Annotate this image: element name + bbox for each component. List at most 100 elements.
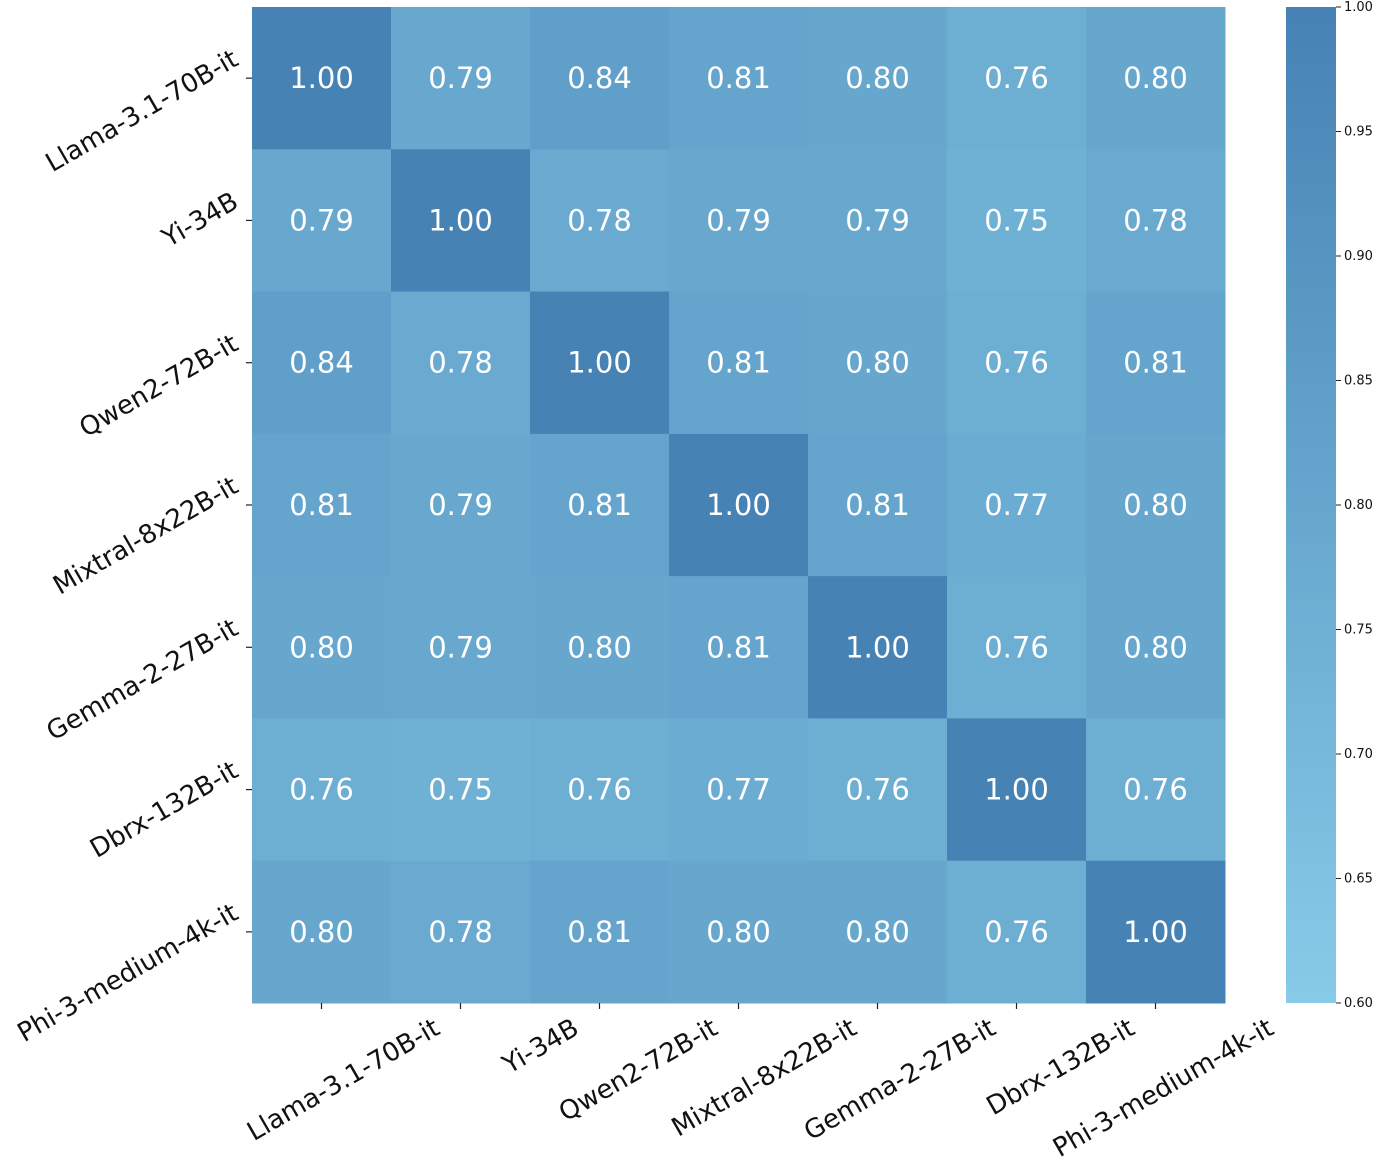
- heatmap-cell: [530, 149, 670, 293]
- heatmap-cell: [252, 7, 392, 150]
- cell-value-label: 0.76: [984, 915, 1049, 949]
- colorbar-gradient: [1286, 7, 1336, 1003]
- heatmap-cell: [947, 149, 1087, 293]
- colorbar-tick-label: 0.70: [1344, 747, 1373, 762]
- colorbar-tick-label: 0.65: [1344, 872, 1373, 887]
- heatmap-cell: [391, 718, 531, 862]
- heatmap-cell: [669, 718, 809, 862]
- cell-value-label: 0.84: [289, 346, 354, 380]
- cell-value-label: 0.76: [984, 346, 1049, 380]
- cell-value-label: 0.75: [984, 203, 1049, 237]
- cell-value-label: 0.79: [845, 203, 910, 237]
- cell-value-label: 0.81: [1123, 346, 1188, 380]
- y-tick-label: Phi-3-medium-4k-it: [13, 898, 244, 1049]
- heatmap-cell: [669, 291, 809, 435]
- x-tick-label: Phi-3-medium-4k-it: [1048, 1013, 1279, 1164]
- heatmap-cell: [669, 7, 809, 150]
- heatmap-cell: [947, 718, 1087, 862]
- cell-value-label: 0.79: [706, 203, 771, 237]
- cell-value-label: 1.00: [1123, 915, 1188, 949]
- heatmap-cell: [530, 433, 670, 577]
- cell-value-label: 0.76: [289, 773, 354, 807]
- heatmap-cell: [252, 149, 392, 293]
- cell-value-label: 0.76: [1123, 773, 1188, 807]
- heatmap-cell: [808, 291, 948, 435]
- heatmap-cell: [669, 860, 809, 1004]
- cell-value-label: 0.77: [984, 488, 1049, 522]
- heatmap-cell: [669, 433, 809, 577]
- heatmap-cell: [252, 291, 392, 435]
- heatmap-cell: [808, 576, 948, 719]
- cell-value-label: 1.00: [845, 630, 910, 664]
- cell-value-label: 0.78: [428, 915, 493, 949]
- cell-value-label: 0.78: [1123, 203, 1188, 237]
- colorbar-tick-label: 0.85: [1344, 374, 1373, 389]
- heatmap-cell: [669, 149, 809, 293]
- cell-value-label: 0.75: [428, 773, 493, 807]
- heatmap-cell: [391, 433, 531, 577]
- heatmap-cell: [252, 718, 392, 862]
- cell-value-label: 0.81: [706, 61, 771, 95]
- cell-value-label: 0.79: [428, 630, 493, 664]
- heatmap-cell: [808, 149, 948, 293]
- cell-value-label: 0.80: [706, 915, 771, 949]
- cell-value-label: 0.78: [567, 203, 632, 237]
- cell-value-label: 0.80: [567, 630, 632, 664]
- heatmap-cell: [947, 291, 1087, 435]
- colorbar: 1.00 0.95 0.90 0.85 0.80 0.75 0.70 0.65 0.60: [1286, 0, 1373, 1011]
- cell-value-label: 0.80: [289, 915, 354, 949]
- heatmap-cell: [1086, 433, 1226, 577]
- cell-value-label: 0.81: [289, 488, 354, 522]
- cell-value-label: 1.00: [984, 773, 1049, 807]
- cell-value-label: 0.80: [845, 346, 910, 380]
- heatmap-cell: [252, 576, 392, 719]
- y-tick-label: Mixtral-8x22B-it: [48, 471, 243, 601]
- heatmap-cell: [391, 291, 531, 435]
- heatmap-cell: [252, 433, 392, 577]
- heatmap-cell: [530, 576, 670, 719]
- cell-value-label: 0.80: [289, 630, 354, 664]
- heatmap-cell: [1086, 860, 1226, 1004]
- cell-value-label: 0.81: [567, 488, 632, 522]
- cell-value-label: 0.80: [1123, 61, 1188, 95]
- x-tick-label: Yi-34B: [497, 1013, 584, 1081]
- heatmap-cell: [669, 576, 809, 719]
- y-tick-label: Yi-34B: [156, 187, 243, 255]
- y-tick-label: Dbrx-132B-it: [85, 756, 243, 865]
- cell-value-label: 0.80: [1123, 488, 1188, 522]
- y-tick-label: Llama-3.1-70B-it: [41, 44, 244, 178]
- heatmap-cell: [1086, 149, 1226, 293]
- heatmap-cell: [530, 7, 670, 150]
- cell-value-label: 0.80: [845, 915, 910, 949]
- heatmap-cell: [530, 291, 670, 435]
- heatmap-cell: [530, 718, 670, 862]
- x-axis: Llama-3.1-70B-it Yi-34BQwen2-72B-itMixtra…: [242, 1003, 1279, 1164]
- colorbar-tick-label: 0.80: [1344, 498, 1373, 513]
- cell-value-label: 0.81: [706, 630, 771, 664]
- heatmap-cell: [947, 7, 1087, 150]
- heatmap-cell: [808, 718, 948, 862]
- heatmap-annotations: 1.00 0.79 0.84 0.81 0.80 0.76 0.80 0.79 1.00 0.78…: [289, 61, 1188, 949]
- cell-value-label: 0.78: [428, 346, 493, 380]
- cell-value-label: 0.77: [706, 773, 771, 807]
- cell-value-label: 0.84: [567, 61, 632, 95]
- x-tick-label: Llama-3.1-70B-it: [242, 1013, 445, 1147]
- colorbar-tick-label: 1.00: [1344, 0, 1373, 15]
- heatmap-cell: [391, 860, 531, 1004]
- cell-value-label: 0.79: [428, 488, 493, 522]
- colorbar-tick-label: 0.60: [1344, 996, 1373, 1011]
- cell-value-label: 0.79: [289, 203, 354, 237]
- cell-value-label: 1.00: [428, 203, 493, 237]
- heatmap-cell: [1086, 7, 1226, 150]
- cell-value-label: 0.80: [845, 61, 910, 95]
- heatmap-cell: [391, 149, 531, 293]
- heatmap-cell: [391, 576, 531, 719]
- cell-value-label: 0.81: [567, 915, 632, 949]
- cell-value-label: 0.80: [1123, 630, 1188, 664]
- heatmap-cell: [391, 7, 531, 150]
- heatmap-cells: [252, 7, 1226, 1004]
- cell-value-label: 0.81: [845, 488, 910, 522]
- heatmap-cell: [808, 7, 948, 150]
- y-tick-label: Qwen2-72B-it: [74, 329, 243, 444]
